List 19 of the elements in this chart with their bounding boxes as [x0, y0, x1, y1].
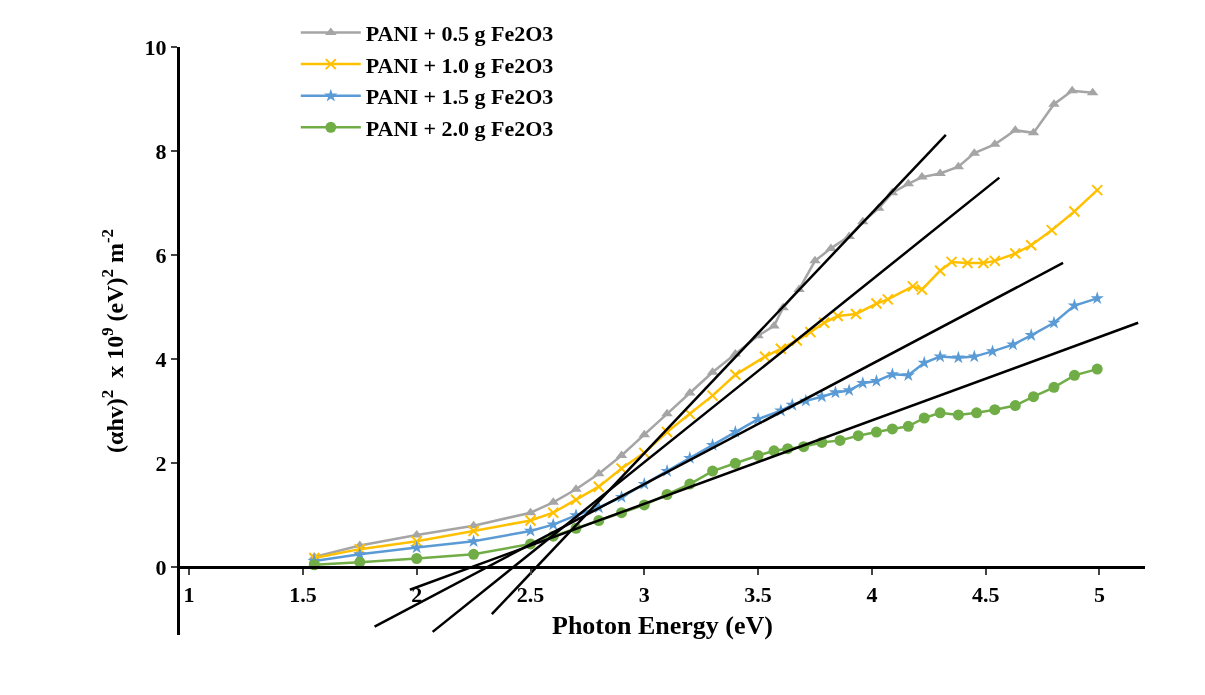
x-axis-title: Photon Energy (eV) — [552, 611, 773, 641]
x-tick-label: 3.5 — [744, 581, 772, 607]
x-tick-label: 1.5 — [289, 581, 317, 607]
legend-label: PANI + 2.0 g Fe2O3 — [365, 115, 554, 141]
legend-label: PANI + 0.5 g Fe2O3 — [365, 21, 554, 47]
y-tick-label: 2 — [155, 450, 167, 476]
y-tick-label: 6 — [155, 242, 167, 268]
x-tick-label: 4.5 — [971, 581, 1000, 607]
y-tick-label: 10 — [144, 34, 167, 60]
x-tick-label: 2.5 — [516, 581, 545, 607]
x-tick-label: 4 — [866, 581, 878, 607]
y-tick-label: 8 — [155, 138, 167, 164]
y-tick-label: 0 — [155, 555, 167, 581]
legend-label: PANI + 1.0 g Fe2O3 — [365, 52, 554, 78]
x-tick-label: 5 — [1093, 581, 1105, 607]
legend-label: PANI + 1.5 g Fe2O3 — [365, 84, 554, 110]
y-tick-label: 4 — [155, 346, 167, 372]
x-tick-label: 1 — [183, 581, 195, 607]
x-tick-label: 3 — [638, 581, 650, 607]
